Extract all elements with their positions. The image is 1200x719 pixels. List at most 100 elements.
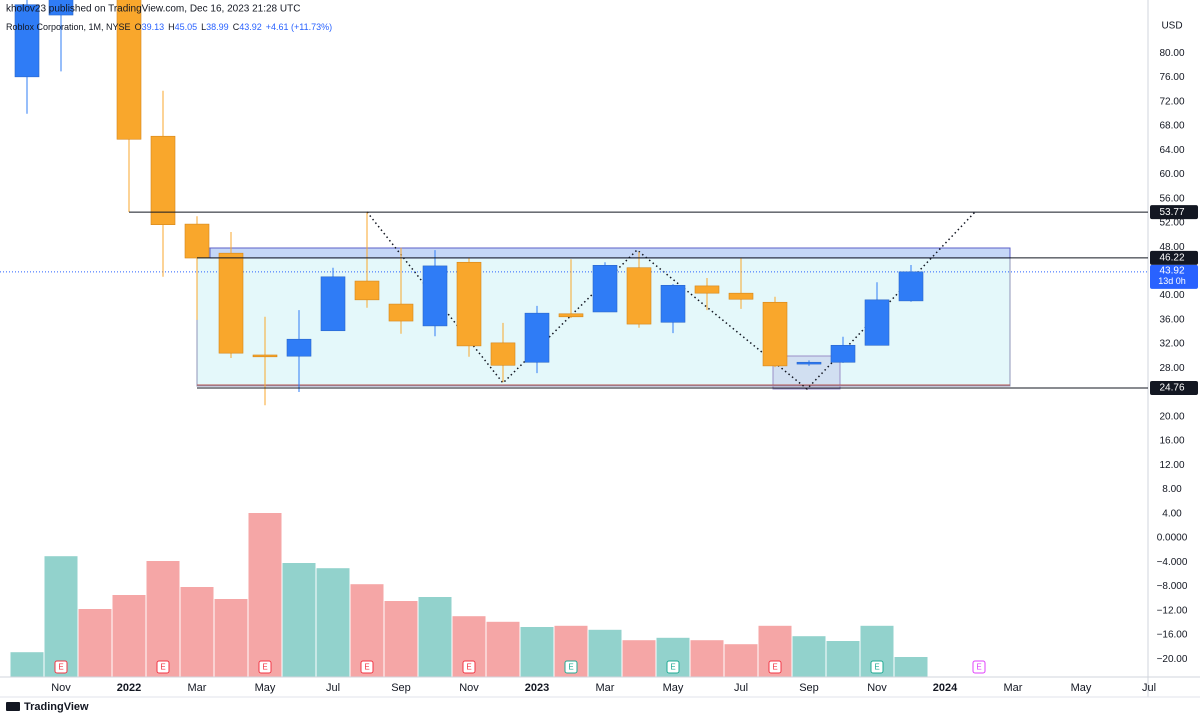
candle-body (830, 344, 856, 363)
x-tick-label: Mar (188, 682, 207, 694)
countdown: 13d 0h (1158, 276, 1186, 286)
volume-bar (724, 644, 758, 677)
candle-body (796, 361, 822, 365)
y-tick-label: −8.000 (1157, 581, 1188, 592)
volume-bar (214, 599, 248, 677)
earnings-marker (360, 660, 374, 674)
legend-key: L (201, 22, 206, 32)
legend-value: 43.92 (239, 22, 262, 32)
candle-body (48, 0, 74, 16)
y-tick-label: 16.00 (1159, 436, 1184, 447)
brand-logo: TradingView (6, 701, 89, 713)
volume-bar (282, 563, 316, 677)
x-tick-label: 2023 (525, 682, 549, 694)
level-label-bg (1150, 250, 1198, 265)
candle-body (762, 301, 788, 367)
candle-body (218, 252, 244, 354)
candle-body (354, 280, 380, 301)
earnings-marker (666, 660, 680, 674)
volume-bar (112, 595, 146, 677)
candle-body (150, 135, 176, 225)
earnings-marker (972, 660, 986, 674)
y-tick-label: 80.00 (1159, 48, 1184, 59)
volume-bar (894, 657, 928, 677)
level-label: 24.76 (1159, 383, 1184, 394)
legend-key: C (233, 22, 240, 32)
y-tick-label: −16.00 (1157, 630, 1188, 641)
candle-body (184, 223, 210, 259)
x-tick-label: Nov (867, 682, 887, 694)
candle-body (116, 0, 142, 140)
earnings-marker (564, 660, 578, 674)
x-tick-label: May (255, 682, 276, 694)
x-tick-label: 2022 (117, 682, 141, 694)
candle-body (898, 271, 924, 302)
currency: USD (1161, 21, 1182, 32)
candle-body (388, 303, 414, 322)
volume-bar (418, 597, 452, 677)
x-tick-label: Mar (596, 682, 615, 694)
legend-key: O (135, 22, 142, 32)
y-tick-label: 20.00 (1159, 411, 1184, 422)
x-tick-label: Jul (1142, 682, 1156, 694)
volume-bar (520, 627, 554, 677)
volume-bar (180, 587, 214, 677)
candle-body (864, 299, 890, 346)
earnings-marker (258, 660, 272, 674)
legend-value: 38.99 (206, 22, 229, 32)
volume-bar (792, 636, 826, 677)
y-tick-label: −20.00 (1157, 654, 1188, 665)
candle-body (490, 342, 516, 366)
volume-bar (384, 601, 418, 677)
x-tick-label: Jul (734, 682, 748, 694)
x-tick-label: 2024 (933, 682, 958, 694)
earnings-label: E (160, 663, 165, 672)
last-price-bg (1150, 264, 1198, 289)
volume-bar (486, 621, 520, 677)
candle-body (456, 261, 482, 347)
candle-body (422, 265, 448, 327)
x-tick-label: May (663, 682, 684, 694)
candle-body (524, 312, 550, 363)
volume-bar (690, 640, 724, 677)
earnings-label: E (772, 663, 777, 672)
volume-bar (10, 652, 44, 677)
volume-bar (622, 640, 656, 677)
candle-body (320, 276, 346, 332)
x-tick-label: Nov (51, 682, 71, 694)
candle-body (728, 292, 754, 300)
y-tick-label: 40.00 (1159, 290, 1184, 301)
level-label-bg (1150, 380, 1198, 395)
upper-band (209, 247, 1011, 259)
y-tick-label: 52.00 (1159, 218, 1184, 229)
x-tick-label: Nov (459, 682, 479, 694)
volume-bar (588, 629, 622, 677)
earnings-marker (54, 660, 68, 674)
earnings-label: E (262, 663, 267, 672)
legend-value: 45.05 (175, 22, 198, 32)
y-tick-label: 0.0000 (1157, 533, 1188, 544)
x-tick-label: Jul (326, 682, 340, 694)
earnings-label: E (874, 663, 879, 672)
earnings-label: E (466, 663, 471, 672)
earnings-label: E (670, 663, 675, 672)
candle-body (660, 284, 686, 323)
symbol-legend: Roblox Corporation, 1M, NYSE O39.13 H45.05… (6, 22, 332, 32)
y-tick-label: 8.00 (1162, 484, 1182, 495)
y-tick-label: 36.00 (1159, 314, 1184, 325)
earnings-label: E (364, 663, 369, 672)
y-tick-label: 56.00 (1159, 193, 1184, 204)
level-label: 53.77 (1159, 207, 1184, 218)
earnings-marker (156, 660, 170, 674)
candle-body (558, 313, 584, 318)
y-tick-label: 68.00 (1159, 121, 1184, 132)
y-tick-label: 32.00 (1159, 339, 1184, 350)
candle-body (286, 338, 312, 357)
change: +4.61 (+11.73%) (266, 22, 332, 32)
candle-body (252, 354, 278, 358)
candle-body (694, 285, 720, 294)
y-tick-label: 60.00 (1159, 169, 1184, 180)
y-tick-label: 48.00 (1159, 242, 1184, 253)
